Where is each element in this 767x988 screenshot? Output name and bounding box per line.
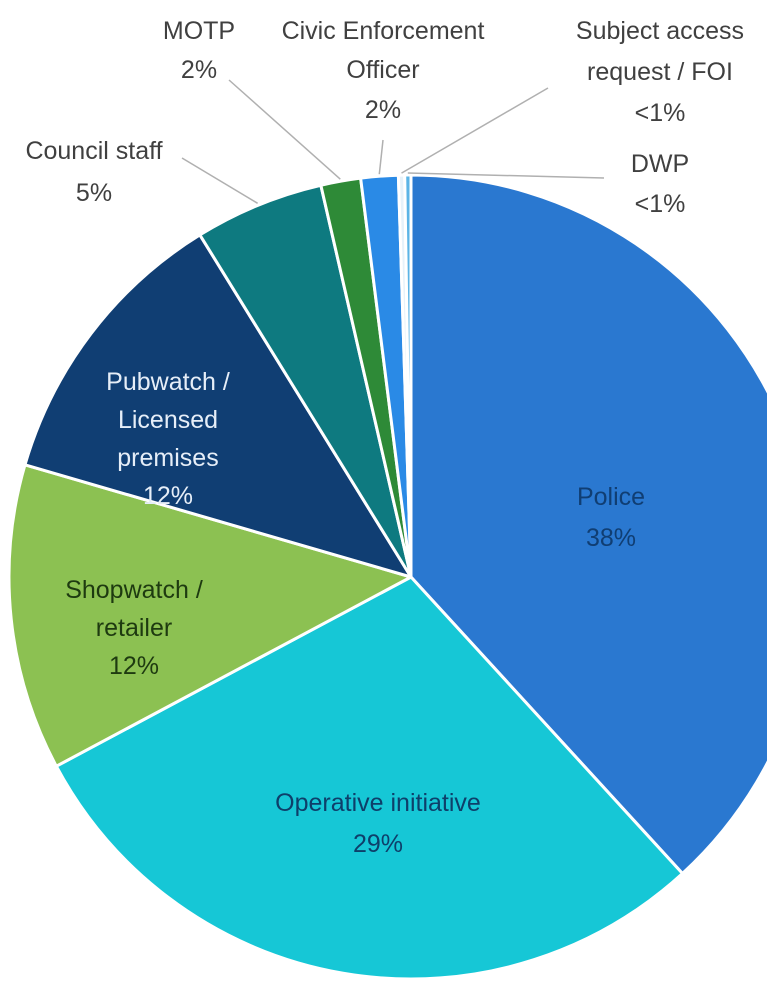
slice-name: Civic Enforcement — [282, 17, 485, 45]
slice-pubwatch-licensed-premises — [23, 233, 413, 579]
slice-label-council-staff: Council staff 5% — [25, 137, 162, 207]
leader-line-civic-enforcement-officer — [378, 139, 384, 175]
slice-label-civic-enforcement-officer: Civic Enforcement Officer 2% — [282, 17, 485, 124]
slice-percent: 2% — [365, 96, 401, 124]
slice-label-operative-initiative: Operative initiative 29% — [275, 789, 481, 858]
slice-percent: 12% — [109, 652, 159, 680]
slice-shopwatch-retailer — [7, 463, 413, 768]
slice-label-motp: MOTP 2% — [163, 17, 235, 84]
slice-name: Council staff — [25, 137, 162, 165]
slice-label-subject-access-request-foi: Subject access request / FOI <1% — [576, 17, 744, 127]
slice-name: Operative initiative — [275, 789, 481, 817]
slice-label-dwp: DWP <1% — [631, 150, 689, 218]
slice-dwp — [403, 173, 413, 579]
slice-name: Subject access — [576, 17, 744, 45]
slice-label-pubwatch-licensed-premises: Pubwatch / Licensed premises 12% — [106, 368, 230, 510]
pie-slices — [7, 173, 767, 981]
slice-name: request / FOI — [587, 58, 733, 86]
slice-percent: <1% — [635, 190, 686, 218]
slice-percent: <1% — [635, 99, 686, 127]
slice-label-police: Police 38% — [577, 483, 645, 552]
slice-name: Pubwatch / — [106, 368, 230, 396]
slice-percent: 38% — [586, 524, 636, 552]
slice-percent: 5% — [76, 179, 112, 207]
slice-operative-initiative — [54, 575, 684, 981]
slice-name: premises — [117, 444, 218, 472]
leader-line-dwp — [407, 172, 605, 179]
leader-line-motp — [228, 79, 341, 180]
slice-name: Licensed — [118, 406, 218, 434]
slice-percent: 12% — [143, 482, 193, 510]
leader-line-council-staff — [181, 157, 258, 204]
slice-name: Officer — [346, 56, 419, 84]
slice-name: MOTP — [163, 17, 235, 45]
slice-labels: Police 38% Operative initiative 29% Shopwatc… — [25, 17, 744, 858]
slice-name: Police — [577, 483, 645, 511]
slice-percent: 2% — [181, 56, 217, 84]
slice-name: DWP — [631, 150, 689, 178]
leader-line-subject-access-request-foi — [401, 87, 549, 174]
slice-label-shopwatch-retailer: Shopwatch / retailer 12% — [65, 576, 203, 680]
slice-name: retailer — [96, 614, 172, 642]
slice-percent: 29% — [353, 830, 403, 858]
leader-lines — [181, 79, 605, 204]
slice-name: Shopwatch / — [65, 576, 203, 604]
